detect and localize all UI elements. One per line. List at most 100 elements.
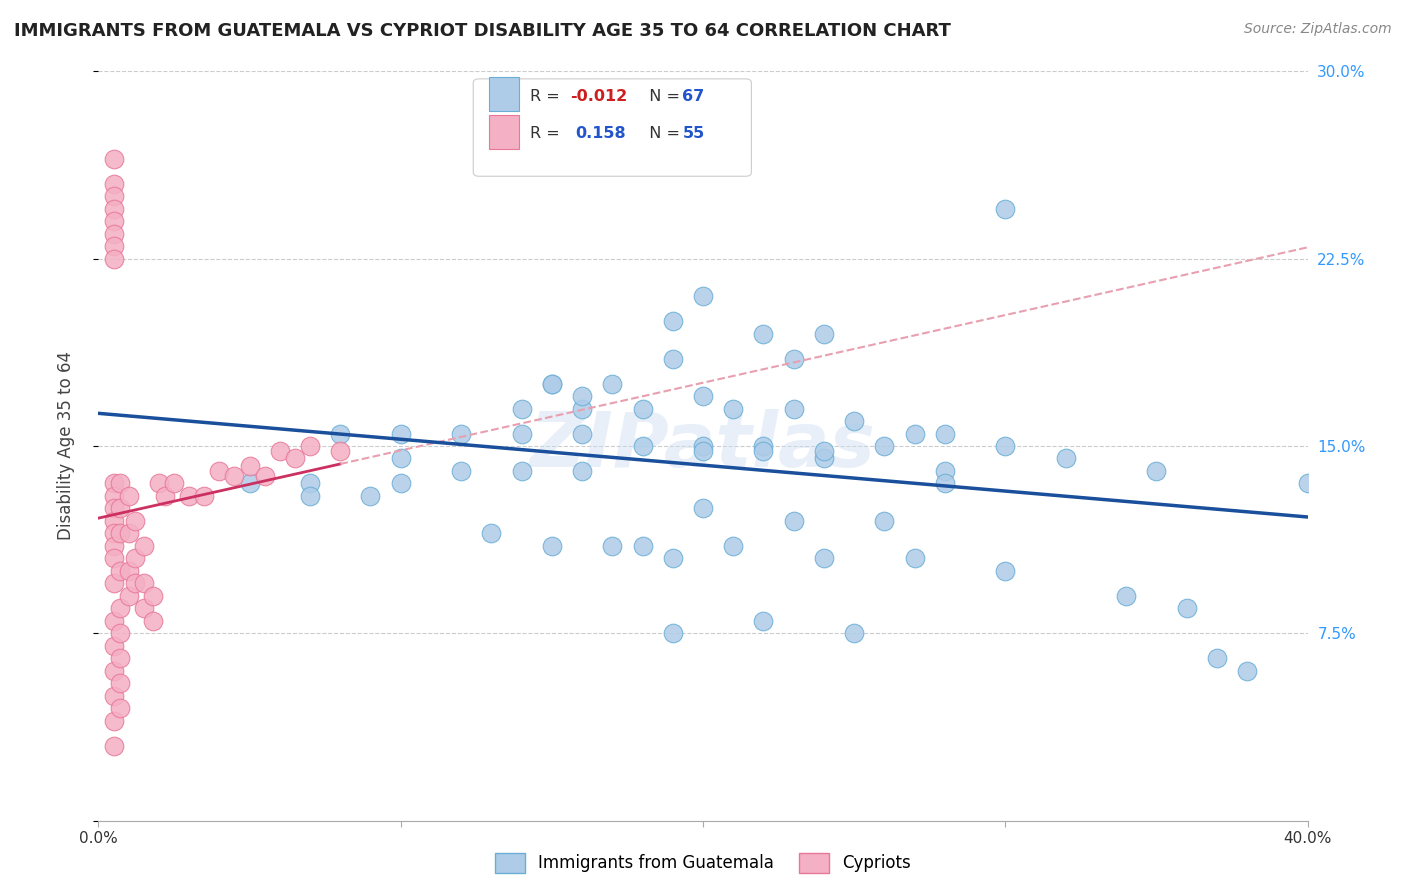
- Point: [661, 626, 683, 640]
- Point: [103, 614, 125, 628]
- Point: [142, 589, 165, 603]
- Point: [103, 189, 125, 203]
- Point: [1054, 451, 1077, 466]
- Point: [844, 414, 866, 428]
- Point: [723, 539, 745, 553]
- Point: [103, 714, 125, 728]
- Point: [1115, 589, 1137, 603]
- Point: [602, 539, 624, 553]
- Text: 67: 67: [682, 88, 704, 103]
- Point: [813, 444, 835, 458]
- Point: [239, 476, 262, 491]
- Point: [994, 202, 1017, 216]
- Point: [813, 451, 835, 466]
- Point: [108, 701, 131, 715]
- Point: [163, 476, 186, 491]
- Point: [510, 464, 533, 478]
- Point: [118, 589, 141, 603]
- Point: [450, 464, 472, 478]
- Point: [934, 426, 956, 441]
- Point: [103, 239, 125, 253]
- Point: [193, 489, 215, 503]
- Point: [450, 426, 472, 441]
- Text: 0.158: 0.158: [575, 126, 626, 141]
- Text: ZIPatlas: ZIPatlas: [530, 409, 876, 483]
- Point: [1144, 464, 1167, 478]
- Point: [692, 444, 714, 458]
- Point: [934, 464, 956, 478]
- Point: [571, 401, 593, 416]
- Point: [103, 739, 125, 753]
- Text: R =: R =: [530, 88, 565, 103]
- Point: [1175, 601, 1198, 615]
- Point: [142, 614, 165, 628]
- Legend: Immigrants from Guatemala, Cypriots: Immigrants from Guatemala, Cypriots: [488, 847, 918, 880]
- Text: IMMIGRANTS FROM GUATEMALA VS CYPRIOT DISABILITY AGE 35 TO 64 CORRELATION CHART: IMMIGRANTS FROM GUATEMALA VS CYPRIOT DIS…: [14, 22, 950, 40]
- Point: [103, 214, 125, 228]
- Point: [540, 376, 562, 391]
- Point: [389, 476, 412, 491]
- Point: [571, 389, 593, 403]
- Point: [692, 439, 714, 453]
- Point: [132, 576, 155, 591]
- Text: N =: N =: [638, 126, 685, 141]
- Point: [360, 489, 382, 503]
- Point: [103, 639, 125, 653]
- Point: [1236, 664, 1258, 678]
- Point: [813, 326, 835, 341]
- Text: 55: 55: [682, 126, 704, 141]
- Point: [389, 426, 412, 441]
- Point: [783, 514, 806, 528]
- Point: [103, 177, 125, 191]
- Point: [481, 526, 503, 541]
- Point: [994, 439, 1017, 453]
- Point: [132, 601, 155, 615]
- Point: [389, 451, 412, 466]
- Point: [692, 501, 714, 516]
- Point: [153, 489, 176, 503]
- Point: [179, 489, 201, 503]
- Point: [118, 489, 141, 503]
- Point: [1206, 651, 1229, 665]
- Point: [299, 476, 322, 491]
- Point: [752, 444, 775, 458]
- Point: [752, 326, 775, 341]
- Point: [148, 476, 170, 491]
- Point: [904, 551, 927, 566]
- Point: [103, 202, 125, 216]
- Text: Source: ZipAtlas.com: Source: ZipAtlas.com: [1244, 22, 1392, 37]
- Point: [118, 564, 141, 578]
- Point: [661, 314, 683, 328]
- Point: [103, 539, 125, 553]
- Point: [108, 564, 131, 578]
- Point: [103, 476, 125, 491]
- Point: [103, 514, 125, 528]
- Point: [108, 651, 131, 665]
- Point: [239, 458, 262, 473]
- Point: [299, 489, 322, 503]
- Point: [540, 539, 562, 553]
- Point: [329, 444, 352, 458]
- Point: [103, 252, 125, 266]
- Point: [103, 664, 125, 678]
- Point: [108, 676, 131, 690]
- Point: [602, 376, 624, 391]
- Point: [103, 227, 125, 241]
- Point: [631, 401, 654, 416]
- FancyBboxPatch shape: [474, 78, 751, 177]
- Point: [299, 439, 322, 453]
- Point: [103, 551, 125, 566]
- Point: [692, 389, 714, 403]
- Point: [783, 351, 806, 366]
- Point: [510, 401, 533, 416]
- Point: [752, 439, 775, 453]
- Point: [813, 551, 835, 566]
- Point: [540, 376, 562, 391]
- Point: [118, 526, 141, 541]
- Point: [108, 501, 131, 516]
- Point: [904, 426, 927, 441]
- Point: [631, 539, 654, 553]
- Point: [934, 476, 956, 491]
- Point: [103, 501, 125, 516]
- Point: [631, 439, 654, 453]
